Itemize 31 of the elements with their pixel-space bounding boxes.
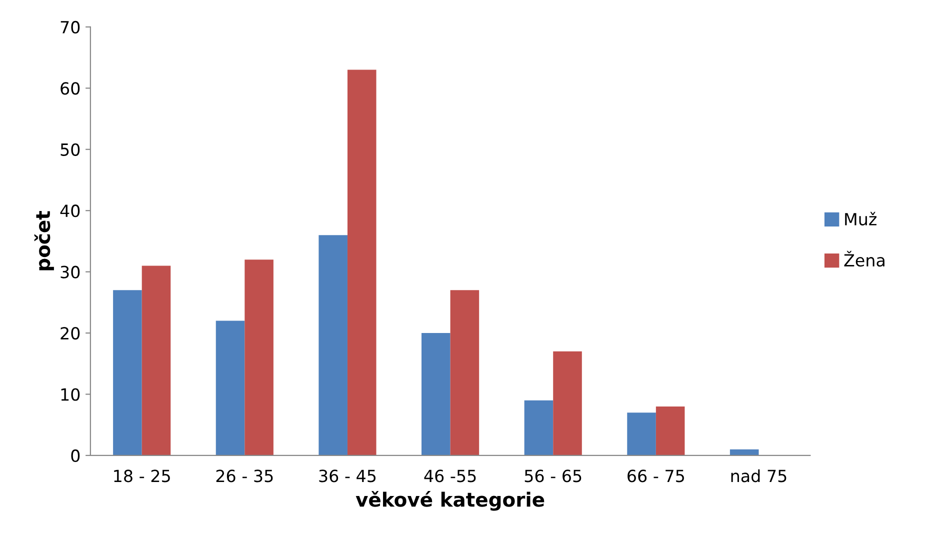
y-tick-label: 20 <box>60 326 80 340</box>
bar <box>627 412 656 456</box>
bar <box>656 406 685 456</box>
legend-label: Muž <box>845 212 876 226</box>
y-tick-label: 0 <box>71 449 80 462</box>
y-tick-label: 70 <box>60 20 80 34</box>
bar <box>524 400 554 456</box>
bar <box>142 266 171 456</box>
x-tick-label: 36 - 45 <box>319 470 376 482</box>
y-tick-label: 60 <box>60 82 80 95</box>
x-tick-label: 66 - 75 <box>628 470 684 482</box>
bar <box>244 260 274 456</box>
y-tick-label: 10 <box>61 388 80 401</box>
legend-label: Žena <box>844 250 884 267</box>
x-tick-label: 26 - 35 <box>216 470 273 482</box>
y-tick-label: 40 <box>60 204 80 218</box>
x-tick-label: 18 - 25 <box>114 470 170 482</box>
bar <box>450 290 480 456</box>
bar <box>347 70 376 456</box>
bar <box>113 290 142 456</box>
y-axis-title: počet <box>34 211 54 270</box>
x-tick-label: 56 - 65 <box>524 470 582 482</box>
x-tick-label: 46 -55 <box>424 470 476 482</box>
bar <box>553 351 582 456</box>
y-tick-label: 30 <box>60 266 80 278</box>
bar <box>216 320 245 456</box>
y-tick-label: 50 <box>60 143 80 156</box>
bar <box>422 333 450 456</box>
x-tick-label: nad 75 <box>731 469 786 482</box>
x-axis-title: věkové kategorie <box>356 491 544 511</box>
bar <box>318 235 348 456</box>
